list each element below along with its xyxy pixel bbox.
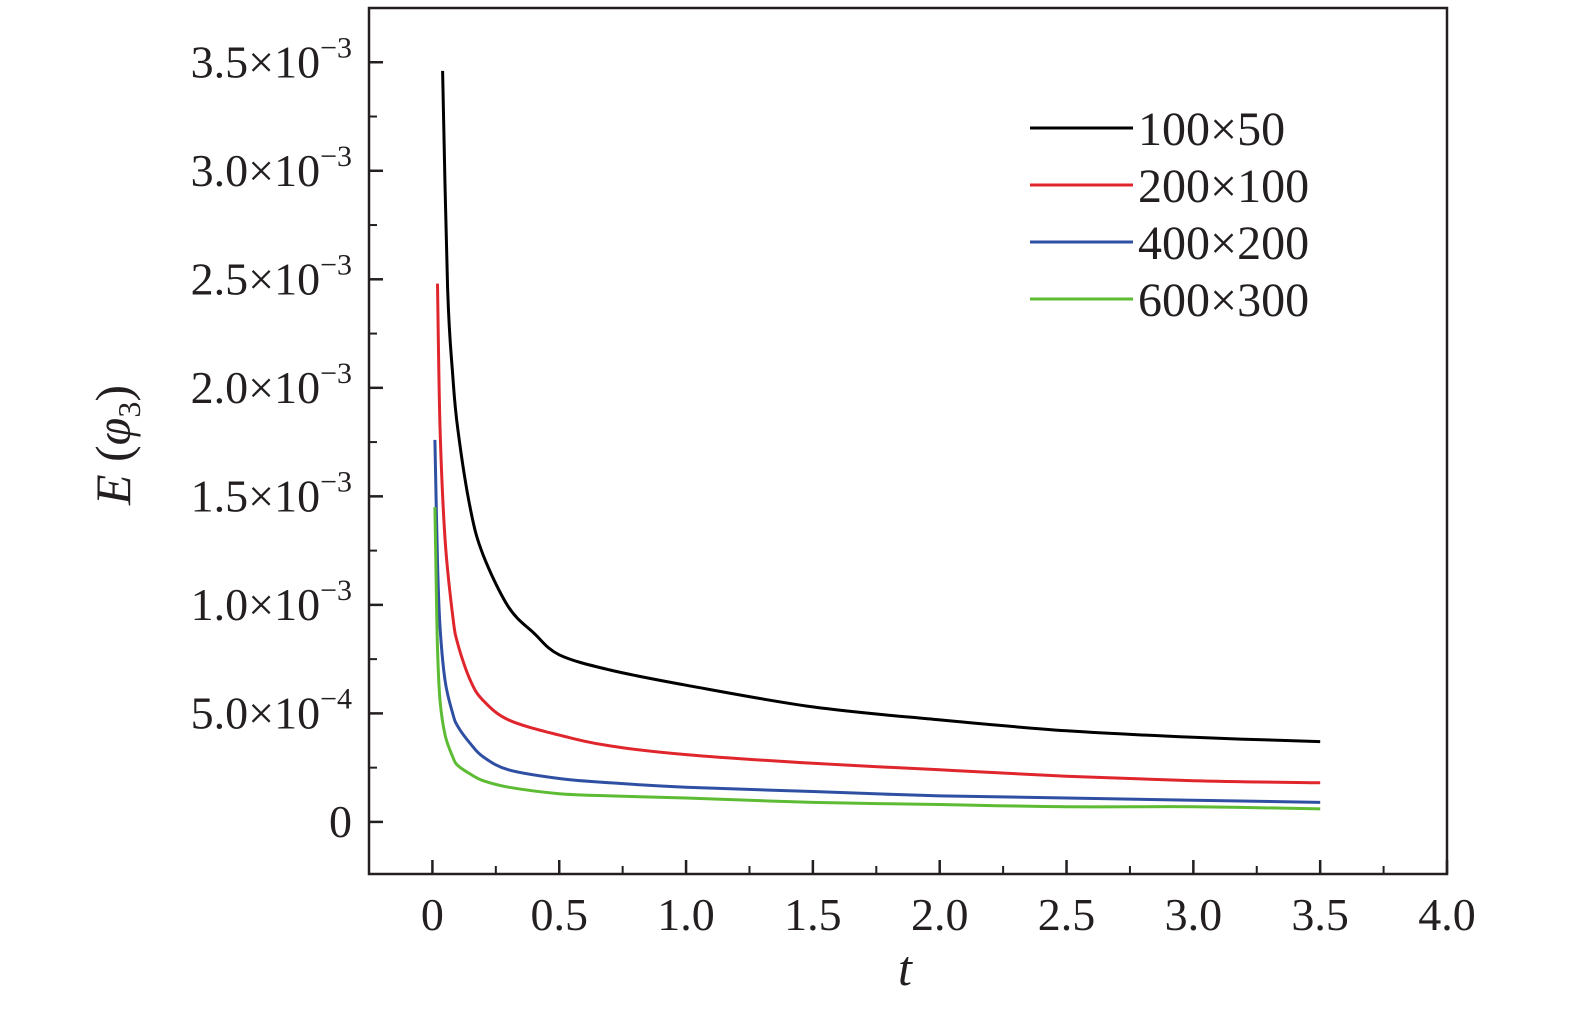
- legend-label: 100×50: [1138, 103, 1285, 156]
- y-axis-title-open: (: [85, 445, 141, 474]
- y-tick-label: 2.5×10−3: [191, 248, 352, 304]
- x-tick-label: 2.0: [911, 889, 969, 940]
- y-axis-title-close: ): [85, 385, 141, 402]
- x-tick-label: 4.0: [1418, 889, 1476, 940]
- y-axis-title-main: E: [85, 474, 141, 506]
- y-axis-ticks: 0 5.0×10−4 1.0×10−3 1.5×10−3 2.0×10−3 2.5×10−…: [191, 31, 383, 847]
- series-lines: [433, 70, 1321, 811]
- y-axis-title-subscript: 3: [111, 402, 147, 418]
- x-tick-label: 0.5: [530, 889, 588, 940]
- x-axis-title: t: [898, 940, 913, 996]
- series-line-4: [433, 507, 1321, 811]
- legend-label: 400×200: [1138, 217, 1309, 270]
- y-tick-label: 3.0×10−3: [191, 140, 352, 196]
- legend-label: 600×300: [1138, 274, 1309, 327]
- plot-frame: [367, 6, 1449, 876]
- y-tick-label: 1.5×10−3: [191, 465, 352, 521]
- series-line-3: [433, 439, 1321, 804]
- y-tick-label: 5.0×10−4: [191, 682, 352, 738]
- y-tick-label: 3.5×10−3: [191, 31, 352, 87]
- x-tick-label: 3.0: [1165, 889, 1223, 940]
- series-line-1: [441, 70, 1321, 744]
- x-tick-label: 1.0: [657, 889, 715, 940]
- y-tick-label: 0: [329, 796, 352, 847]
- y-tick-label: 1.0×10−3: [191, 574, 352, 630]
- x-tick-label: 0: [421, 889, 444, 940]
- x-tick-label: 1.5: [784, 889, 842, 940]
- y-axis-title-symbol: φ: [85, 418, 141, 446]
- legend-label: 200×100: [1138, 160, 1309, 213]
- series-line-2: [436, 283, 1321, 785]
- y-axis-title: E (φ3): [85, 385, 147, 506]
- y-tick-label: 2.0×10−3: [191, 357, 352, 413]
- x-tick-label: 3.5: [1291, 889, 1349, 940]
- x-tick-label: 2.5: [1038, 889, 1096, 940]
- x-axis-ticks: 0 0.5 1.0 1.5 2.0 2.5 3.0 3.5 4.0: [421, 860, 1476, 940]
